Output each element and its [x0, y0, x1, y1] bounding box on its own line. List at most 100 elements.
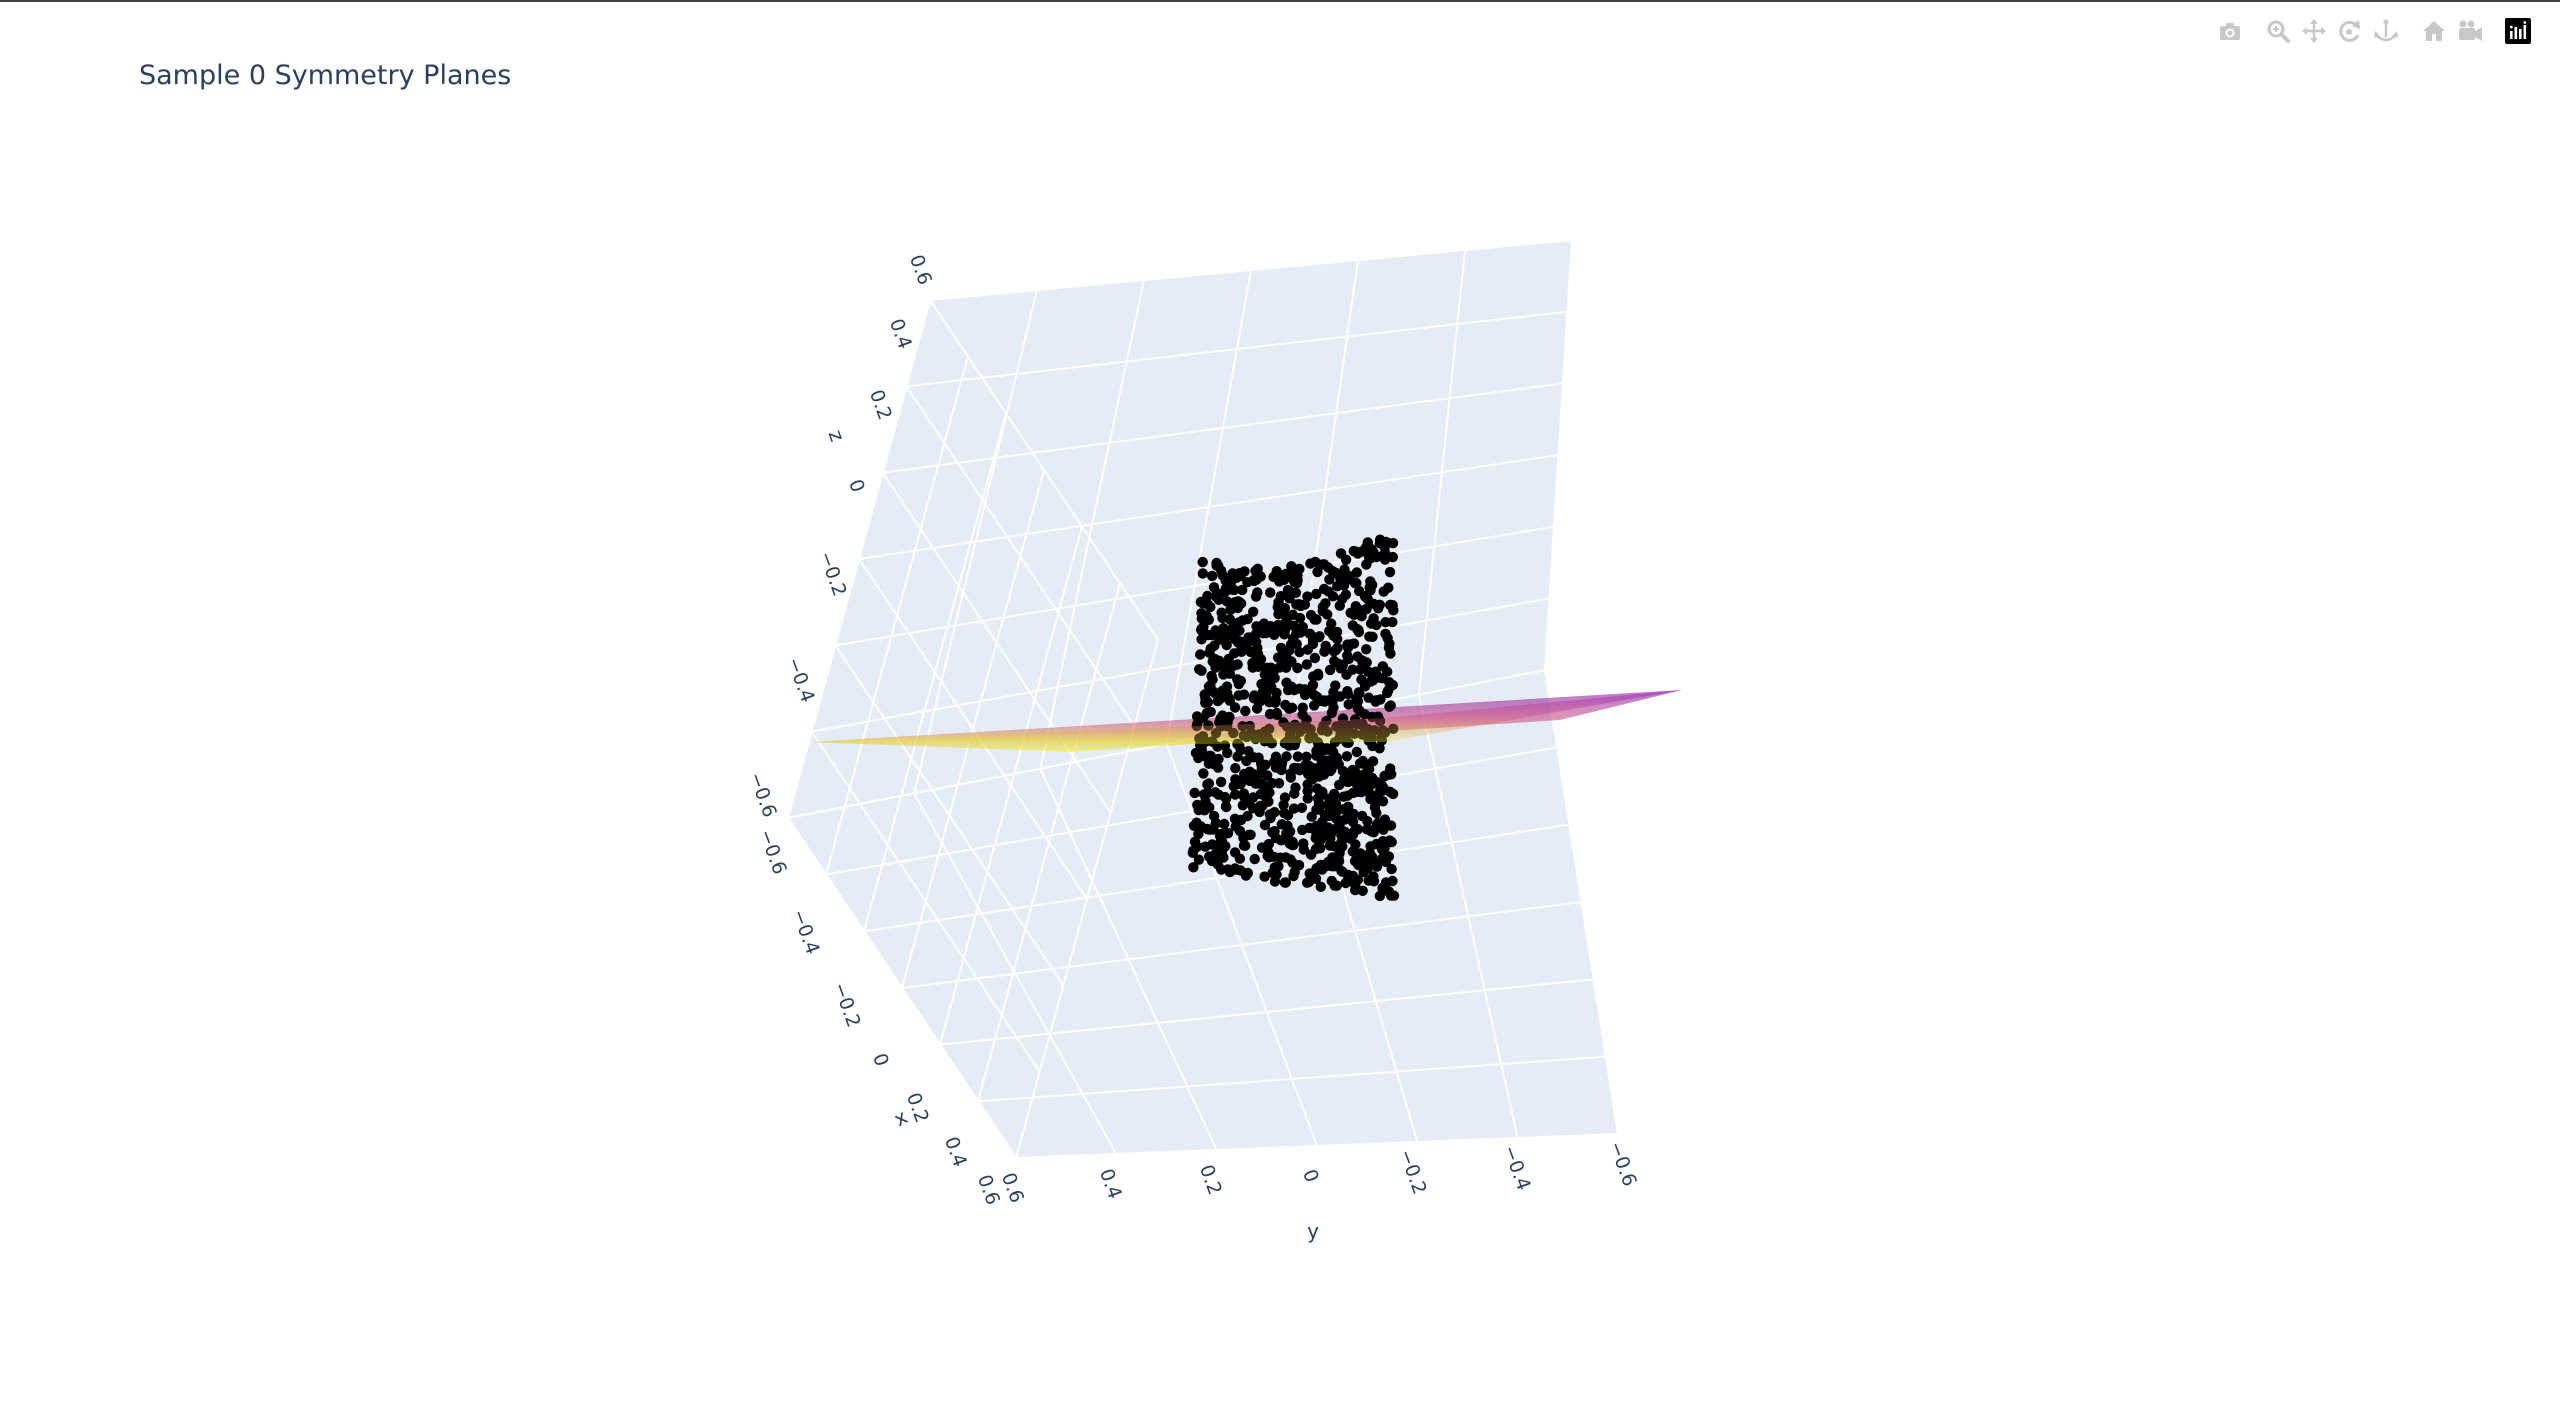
data-point — [1384, 566, 1396, 578]
data-point — [1331, 626, 1343, 638]
data-point — [1267, 867, 1278, 878]
data-point — [1213, 594, 1225, 605]
data-point — [1385, 820, 1397, 831]
data-point — [1251, 574, 1262, 585]
data-point — [1379, 542, 1390, 553]
data-point — [1302, 591, 1313, 602]
camera-last-save-button[interactable] — [2455, 16, 2485, 46]
data-point — [1363, 666, 1374, 677]
data-point — [1280, 852, 1291, 863]
data-point — [1273, 609, 1284, 620]
z-tick-label: 0.2 — [865, 387, 896, 423]
data-point — [1248, 693, 1260, 704]
data-point — [1345, 639, 1356, 650]
data-point — [1263, 838, 1275, 850]
turntable-rotation-icon — [2374, 19, 2398, 42]
symmetry-plane-front — [810, 690, 1682, 744]
data-point — [1278, 574, 1290, 585]
data-point — [1205, 601, 1216, 613]
data-point — [1212, 762, 1224, 773]
data-point — [1275, 642, 1287, 654]
data-point — [1289, 576, 1300, 587]
data-point — [1311, 820, 1322, 832]
data-point — [1315, 789, 1326, 800]
data-point — [1256, 758, 1267, 770]
plotly-logo-icon — [2505, 18, 2531, 44]
data-point — [1221, 639, 1232, 651]
x-tick-label: −0.6 — [754, 826, 790, 877]
data-point — [1367, 631, 1378, 642]
data-point — [1363, 875, 1374, 886]
data-point — [1339, 776, 1351, 787]
zoom-button[interactable] — [2263, 16, 2293, 46]
camera-button[interactable] — [2215, 16, 2245, 46]
data-point — [1214, 717, 1225, 728]
data-point — [1221, 801, 1232, 813]
data-point — [1342, 650, 1353, 661]
data-point — [1205, 750, 1217, 762]
data-point — [1193, 804, 1204, 816]
data-point — [1208, 810, 1220, 822]
plotly-logo-button[interactable] — [2503, 16, 2533, 46]
pan-button[interactable] — [2299, 16, 2329, 46]
y-tick-label: 0.2 — [1195, 1162, 1226, 1198]
data-point — [1356, 674, 1367, 685]
data-point — [1324, 664, 1336, 676]
data-point — [1196, 613, 1208, 624]
data-point — [1310, 832, 1321, 844]
grid-line — [905, 385, 1136, 727]
data-point — [1320, 598, 1331, 609]
data-point — [1337, 593, 1348, 605]
data-point — [1281, 677, 1292, 688]
data-point — [1386, 769, 1397, 780]
data-point — [1328, 747, 1339, 758]
data-point — [1334, 819, 1345, 831]
data-point — [1259, 819, 1271, 831]
data-point — [1271, 687, 1282, 699]
data-point — [1264, 708, 1276, 720]
data-point — [1196, 665, 1207, 676]
data-point — [1289, 788, 1300, 799]
data-point — [1279, 626, 1290, 638]
data-point — [1307, 773, 1318, 785]
grid-line — [787, 299, 931, 819]
data-point — [1359, 591, 1371, 602]
turntable-rotation-button[interactable] — [2371, 16, 2401, 46]
data-point — [1307, 638, 1319, 650]
data-point — [1269, 876, 1281, 887]
data-point — [1374, 890, 1386, 902]
data-point — [1357, 885, 1368, 896]
data-point — [1215, 776, 1227, 788]
point-cloud[interactable] — [1187, 534, 1400, 902]
data-point — [1343, 699, 1354, 710]
data-point — [1329, 655, 1340, 667]
data-point — [1236, 646, 1247, 657]
data-point — [1216, 607, 1227, 618]
data-point — [1193, 854, 1205, 865]
data-point — [1380, 877, 1392, 888]
data-point — [1374, 743, 1385, 754]
data-point — [1228, 584, 1240, 596]
data-point — [1309, 652, 1321, 664]
data-point — [1368, 777, 1379, 789]
data-point — [1347, 816, 1359, 828]
data-point — [1240, 870, 1252, 881]
data-point — [1284, 838, 1295, 849]
data-point — [1229, 813, 1241, 824]
data-point — [1301, 751, 1312, 762]
data-point — [1384, 701, 1395, 712]
data-point — [1230, 763, 1241, 774]
modebar — [2215, 16, 2545, 46]
z-tick-label: −0.6 — [744, 769, 780, 820]
home-button[interactable] — [2419, 16, 2449, 46]
data-point — [1322, 609, 1333, 620]
data-point — [1224, 711, 1235, 723]
orbit-rotation-button[interactable] — [2335, 16, 2365, 46]
data-point — [1268, 666, 1279, 677]
data-point — [1205, 706, 1216, 718]
data-point — [1276, 757, 1288, 769]
data-point — [1303, 876, 1315, 888]
grid-line — [787, 817, 1017, 1159]
data-point — [1242, 810, 1253, 822]
